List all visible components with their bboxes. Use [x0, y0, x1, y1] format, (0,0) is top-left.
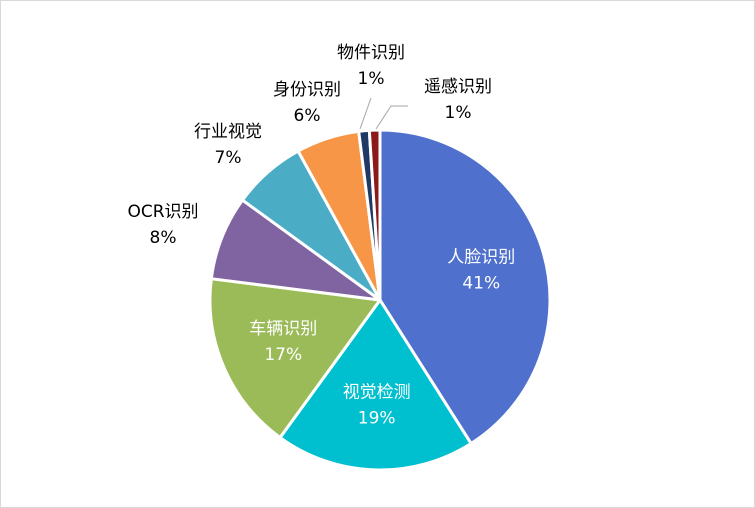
slice-value-label: 8%	[150, 228, 177, 248]
slice-value-label: 1%	[445, 103, 472, 123]
slice-value-label: 7%	[215, 148, 242, 168]
leader-line	[359, 97, 372, 130]
slice-name-label: 物件识别	[337, 43, 405, 63]
slice-name-label: 遥感识别	[424, 77, 492, 97]
slice-value-label: 19%	[358, 408, 396, 428]
slice-name-label: 身份识别	[273, 80, 341, 100]
pie-slice-8	[367, 128, 382, 302]
slice-value-label: 17%	[264, 345, 302, 365]
slice-name-label: 车辆识别	[249, 319, 317, 339]
pie-slice-2	[278, 298, 473, 472]
slice-value-label: 6%	[294, 106, 321, 126]
slice-name-label: 行业视觉	[194, 122, 262, 142]
slice-name-label: OCR识别	[127, 202, 198, 222]
leader-line	[375, 105, 408, 130]
slice-name-label: 视觉检测	[343, 382, 411, 402]
slice-value-label: 1%	[358, 69, 385, 89]
slice-value-label: 41%	[462, 274, 500, 294]
pie-slice-3	[208, 277, 382, 440]
slice-name-label: 人脸识别	[447, 248, 515, 268]
